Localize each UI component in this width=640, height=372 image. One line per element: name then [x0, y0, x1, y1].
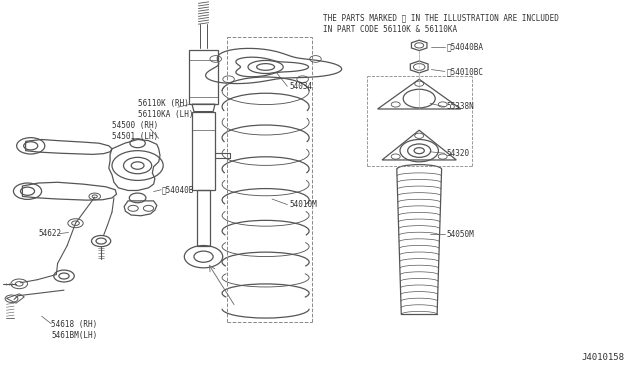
Text: J4010158: J4010158: [581, 353, 624, 362]
Text: 54500 (RH)
54501 (LH): 54500 (RH) 54501 (LH): [112, 121, 158, 141]
Text: 54622: 54622: [38, 229, 61, 238]
Text: 54320: 54320: [447, 149, 470, 158]
Text: 54050M: 54050M: [447, 230, 474, 239]
Text: ※54040B: ※54040B: [161, 185, 194, 194]
Text: ※54040BA: ※54040BA: [447, 43, 484, 52]
Text: 56110K (RH)
56110KA (LH): 56110K (RH) 56110KA (LH): [138, 99, 193, 119]
Text: THE PARTS MARKED ※ IN THE ILLUSTRATION ARE INCLUDED
IN PART CODE 56110K & 56110K: THE PARTS MARKED ※ IN THE ILLUSTRATION A…: [323, 13, 559, 34]
Text: 54034: 54034: [289, 82, 312, 91]
Text: ※54010BC: ※54010BC: [447, 67, 484, 76]
Text: 55338N: 55338N: [447, 102, 474, 111]
Text: 54010M: 54010M: [289, 200, 317, 209]
Text: 54618 (RH)
5461BM(LH): 54618 (RH) 5461BM(LH): [51, 320, 97, 340]
